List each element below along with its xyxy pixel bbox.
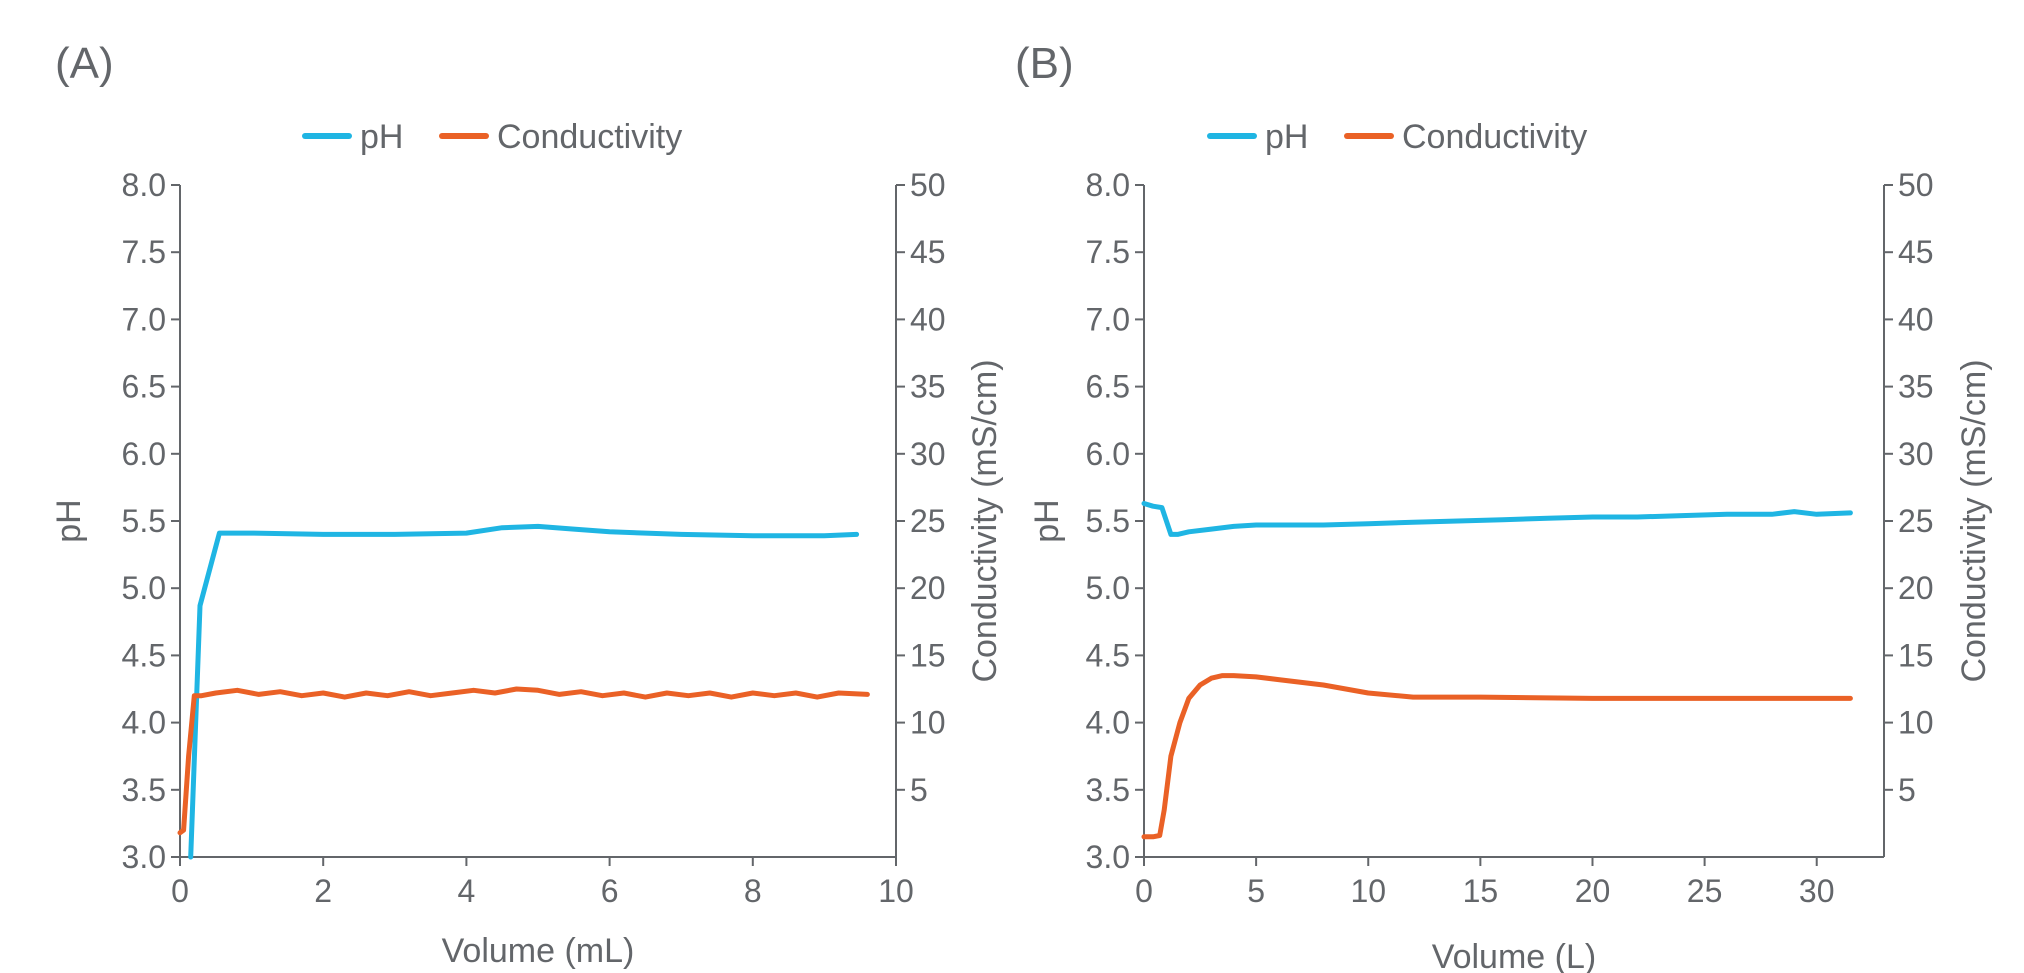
series-line-ph xyxy=(1141,501,1853,537)
legend-label-conductivity: Conductivity xyxy=(1402,118,1587,156)
x-tick-label: 30 xyxy=(1799,873,1835,909)
y2-tick-label: 25 xyxy=(1898,503,1934,539)
y-tick-label: 6.5 xyxy=(122,369,166,405)
y-tick-label: 7.0 xyxy=(122,301,166,337)
y-tick-label: 6.0 xyxy=(1086,436,1130,472)
y-tick-label: 5.5 xyxy=(1086,503,1130,539)
y-tick-label: 3.5 xyxy=(1086,772,1130,808)
y-tick-label: 6.5 xyxy=(1086,369,1130,405)
y2-tick-label: 40 xyxy=(1898,301,1934,337)
series-line-conductivity xyxy=(177,686,870,836)
y-tick-label: 5.5 xyxy=(122,503,166,539)
y2-tick-label: 50 xyxy=(1898,167,1934,203)
y-tick-label: 4.0 xyxy=(1086,705,1130,741)
y2-tick-label: 10 xyxy=(1898,705,1934,741)
series-line-conductivity xyxy=(1141,673,1853,840)
y-tick-label: 3.0 xyxy=(122,839,166,875)
y2-tick-label: 20 xyxy=(1898,570,1934,606)
y2-tick-label: 50 xyxy=(910,167,946,203)
y-tick-label: 3.0 xyxy=(1086,839,1130,875)
x-tick-label: 0 xyxy=(1135,873,1153,909)
y2-tick-label: 40 xyxy=(910,301,946,337)
panel-label: (A) xyxy=(55,39,114,88)
y2-tick-label: 35 xyxy=(1898,369,1934,405)
y-tick-label: 4.5 xyxy=(122,637,166,673)
legend-label-conductivity: Conductivity xyxy=(497,118,682,156)
y-tick-label: 7.5 xyxy=(122,234,166,270)
x-tick-label: 0 xyxy=(171,873,189,909)
panel-label: (B) xyxy=(1015,39,1074,88)
y-tick-label: 7.0 xyxy=(1086,301,1130,337)
y2-tick-label: 5 xyxy=(910,772,928,808)
x-axis-title: Volume (L) xyxy=(1432,938,1596,973)
y2-tick-label: 20 xyxy=(910,570,946,606)
y-tick-label: 4.5 xyxy=(1086,637,1130,673)
y2-tick-label: 10 xyxy=(910,705,946,741)
y-tick-label: 5.0 xyxy=(122,570,166,606)
y2-tick-label: 35 xyxy=(910,369,946,405)
y2-axis-title: Conductivity (mS/cm) xyxy=(1955,359,1993,682)
series-line-ph xyxy=(188,523,860,860)
x-tick-label: 2 xyxy=(314,873,332,909)
y2-tick-label: 30 xyxy=(1898,436,1934,472)
y2-tick-label: 15 xyxy=(910,637,946,673)
legend-label-ph: pH xyxy=(360,118,403,156)
x-axis-title: Volume (mL) xyxy=(442,932,635,970)
y-tick-label: 3.5 xyxy=(122,772,166,808)
x-tick-label: 5 xyxy=(1247,873,1265,909)
x-tick-label: 6 xyxy=(601,873,619,909)
y-tick-label: 8.0 xyxy=(1086,167,1130,203)
x-tick-label: 8 xyxy=(744,873,762,909)
x-tick-label: 10 xyxy=(878,873,914,909)
y-tick-label: 4.0 xyxy=(122,705,166,741)
legend-label-ph: pH xyxy=(1265,118,1308,156)
y2-tick-label: 25 xyxy=(910,503,946,539)
y2-tick-label: 30 xyxy=(910,436,946,472)
x-tick-label: 4 xyxy=(458,873,476,909)
x-tick-label: 10 xyxy=(1350,873,1386,909)
y-tick-label: 6.0 xyxy=(122,436,166,472)
y2-tick-label: 45 xyxy=(910,234,946,270)
y-tick-label: 8.0 xyxy=(122,167,166,203)
y2-tick-label: 45 xyxy=(1898,234,1934,270)
y-axis-title: pH xyxy=(1028,499,1066,542)
y2-tick-label: 15 xyxy=(1898,637,1934,673)
x-tick-label: 25 xyxy=(1687,873,1723,909)
y-axis-title: pH xyxy=(50,499,88,542)
y-tick-label: 5.0 xyxy=(1086,570,1130,606)
x-tick-label: 15 xyxy=(1463,873,1499,909)
y2-axis-title: Conductivity (mS/cm) xyxy=(966,359,1004,682)
y2-tick-label: 5 xyxy=(1898,772,1916,808)
y-tick-label: 7.5 xyxy=(1086,234,1130,270)
x-tick-label: 20 xyxy=(1575,873,1611,909)
